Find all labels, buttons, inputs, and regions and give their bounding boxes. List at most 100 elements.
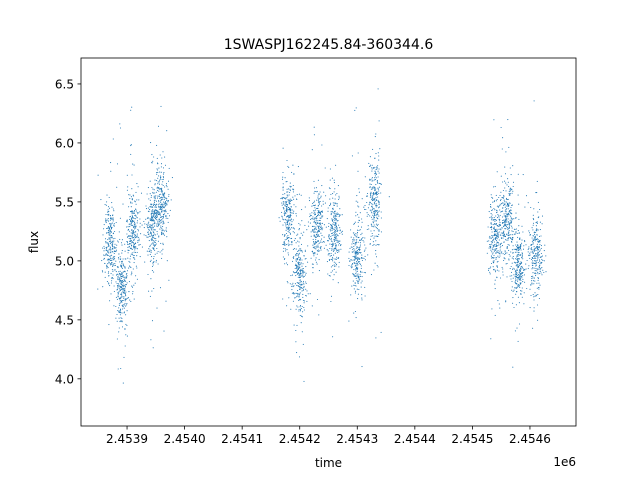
- data-point: [339, 214, 341, 216]
- data-point: [158, 205, 160, 207]
- data-point: [149, 253, 151, 255]
- data-point: [284, 210, 286, 212]
- data-point: [292, 286, 294, 288]
- x-tick-label: 2.4542: [279, 432, 321, 446]
- data-point: [135, 203, 137, 205]
- data-point: [530, 294, 532, 297]
- data-point: [127, 297, 130, 299]
- data-point: [538, 216, 540, 218]
- data-point: [496, 266, 499, 268]
- data-point: [537, 273, 539, 275]
- data-point: [330, 214, 332, 216]
- data-point: [133, 220, 135, 222]
- data-point: [535, 238, 537, 241]
- data-point: [371, 224, 373, 226]
- data-point: [102, 234, 104, 236]
- data-point: [116, 163, 119, 165]
- data-point: [146, 225, 148, 227]
- data-point: [141, 246, 143, 248]
- data-point: [153, 262, 155, 264]
- data-point: [525, 244, 527, 246]
- data-point: [118, 283, 120, 285]
- data-point: [317, 205, 319, 207]
- data-point: [520, 290, 522, 292]
- data-point: [537, 294, 539, 296]
- data-point: [323, 236, 325, 238]
- data-point: [128, 194, 130, 196]
- data-point: [497, 250, 499, 252]
- data-point: [537, 211, 539, 213]
- data-point: [152, 231, 154, 233]
- data-point: [534, 236, 536, 238]
- data-point: [489, 217, 491, 219]
- data-point: [168, 279, 170, 281]
- data-point: [340, 231, 342, 233]
- data-point: [158, 195, 160, 197]
- data-point: [356, 251, 358, 254]
- data-point: [121, 289, 123, 291]
- data-point: [531, 277, 533, 280]
- data-point: [134, 282, 136, 284]
- data-point: [298, 253, 300, 256]
- data-point: [149, 224, 151, 226]
- data-point: [150, 251, 152, 253]
- data-point: [531, 283, 533, 285]
- data-point: [508, 186, 510, 188]
- data-point: [284, 205, 286, 207]
- data-point: [126, 304, 128, 306]
- data-point: [533, 307, 535, 309]
- data-point: [354, 254, 356, 256]
- data-point: [299, 283, 301, 285]
- data-point: [370, 188, 372, 190]
- data-point: [162, 175, 164, 178]
- data-point: [308, 197, 310, 199]
- data-point: [139, 256, 141, 258]
- data-point: [364, 255, 366, 257]
- data-point: [495, 243, 497, 245]
- data-point: [512, 277, 514, 279]
- data-point: [295, 255, 297, 257]
- data-point: [322, 200, 324, 202]
- data-point: [515, 217, 517, 219]
- data-point: [371, 178, 373, 180]
- data-point: [510, 215, 512, 217]
- data-point: [150, 233, 153, 235]
- data-point: [110, 241, 112, 244]
- data-point: [317, 246, 319, 248]
- data-point: [359, 246, 361, 248]
- data-point: [374, 262, 376, 264]
- data-point: [539, 244, 541, 246]
- data-point: [119, 217, 121, 219]
- data-point: [369, 156, 371, 158]
- data-point: [336, 213, 338, 215]
- data-point: [506, 246, 508, 248]
- data-point: [351, 285, 353, 287]
- data-point: [151, 320, 154, 322]
- data-point: [112, 263, 115, 265]
- data-point: [311, 230, 313, 232]
- data-point: [354, 284, 356, 287]
- data-point: [334, 237, 336, 239]
- data-point: [129, 235, 131, 237]
- data-point: [154, 241, 156, 243]
- data-point: [533, 246, 535, 248]
- data-point: [333, 215, 335, 217]
- data-point: [352, 242, 354, 245]
- data-point: [496, 228, 498, 230]
- data-point: [374, 226, 376, 228]
- data-point: [336, 248, 338, 250]
- data-point: [317, 195, 319, 197]
- data-point: [159, 179, 161, 181]
- data-point: [521, 287, 523, 289]
- data-point: [516, 249, 518, 251]
- data-point: [508, 259, 510, 261]
- data-point: [536, 287, 538, 289]
- data-point: [135, 247, 137, 249]
- data-point: [291, 242, 293, 244]
- data-point: [358, 288, 360, 291]
- data-point: [335, 222, 337, 224]
- data-point: [330, 237, 332, 239]
- data-point: [289, 222, 291, 224]
- data-point: [300, 263, 302, 265]
- data-point: [153, 236, 155, 238]
